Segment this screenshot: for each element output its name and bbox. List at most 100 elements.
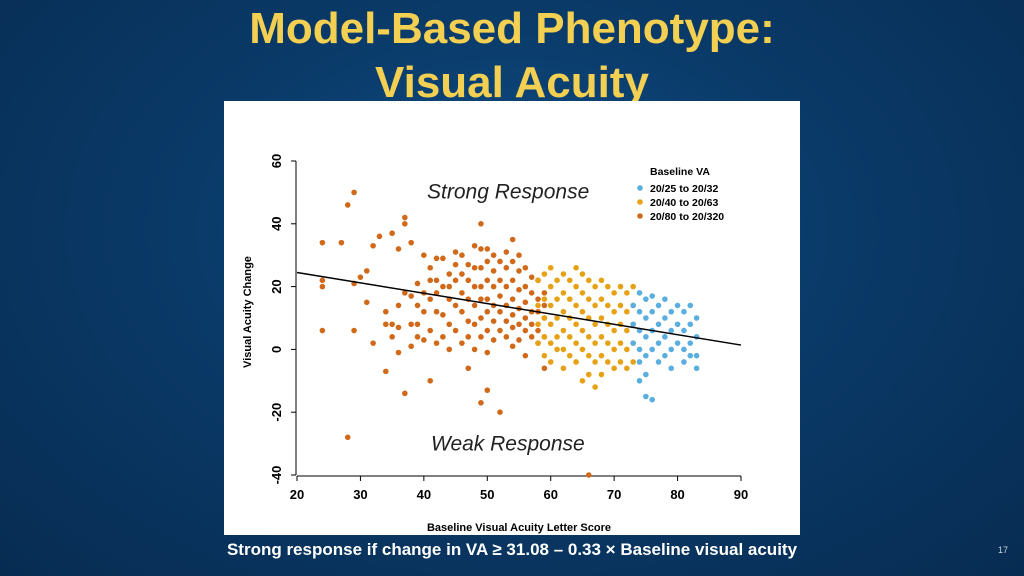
- data-point: [478, 283, 484, 290]
- data-point: [446, 283, 453, 290]
- data-point: [383, 308, 389, 315]
- data-point: [611, 327, 617, 334]
- data-point: [681, 359, 687, 365]
- data-point: [579, 308, 586, 315]
- x-tick-label: 70: [607, 487, 621, 502]
- data-point: [573, 283, 579, 290]
- data-point: [592, 384, 598, 390]
- data-point: [478, 315, 484, 321]
- data-point: [681, 346, 687, 353]
- data-point: [446, 321, 453, 328]
- data-point: [592, 302, 598, 309]
- data-point: [541, 271, 548, 277]
- data-point: [662, 334, 668, 340]
- data-point: [573, 340, 579, 346]
- data-point: [554, 315, 560, 321]
- data-point: [585, 277, 592, 284]
- data-point: [363, 268, 370, 274]
- data-point: [414, 334, 421, 340]
- data-point: [509, 343, 516, 350]
- data-point: [516, 337, 522, 343]
- data-point: [516, 252, 522, 258]
- data-point: [573, 264, 579, 271]
- data-point: [427, 264, 433, 271]
- data-point: [541, 365, 548, 372]
- scatter-chart: 20 30 40 50 60 70 80 90 Baseline Visual Acuity L…: [242, 154, 748, 534]
- data-point: [427, 277, 433, 284]
- data-point: [541, 302, 548, 309]
- data-point: [535, 327, 541, 334]
- data-point: [611, 346, 617, 353]
- weak-response-label: Weak Response: [431, 433, 585, 456]
- data-point: [376, 233, 383, 240]
- data-point: [624, 346, 630, 353]
- data-point: [535, 296, 541, 302]
- chart-labels: Strong Response Weak Response: [427, 180, 589, 455]
- data-point: [509, 296, 516, 302]
- data-point: [655, 321, 662, 328]
- data-point: [465, 318, 472, 324]
- data-point: [503, 264, 510, 271]
- data-point: [592, 283, 598, 290]
- data-point: [674, 340, 681, 346]
- data-point: [478, 296, 484, 302]
- data-point: [370, 242, 376, 249]
- data-point: [554, 346, 560, 353]
- data-point: [471, 302, 478, 309]
- data-point: [490, 337, 497, 343]
- data-point: [611, 365, 617, 372]
- data-point: [427, 296, 433, 302]
- data-point: [357, 274, 364, 280]
- data-point: [421, 337, 427, 343]
- data-point: [465, 334, 472, 340]
- data-point: [681, 327, 687, 334]
- data-point: [541, 315, 548, 321]
- data-point: [421, 308, 427, 315]
- data-point: [414, 280, 421, 287]
- data-point: [389, 334, 395, 340]
- data-point: [509, 324, 516, 331]
- data-point: [598, 315, 605, 321]
- slide-title: Model-Based Phenotype: Visual Acuity: [0, 2, 1024, 110]
- data-point: [446, 271, 453, 277]
- y-tick-label: 20: [269, 279, 284, 293]
- data-point: [440, 255, 446, 262]
- footer-formula: Strong response if change in VA ≥ 31.08 …: [226, 540, 798, 559]
- data-point: [643, 296, 649, 302]
- data-point: [522, 299, 529, 306]
- data-point: [440, 312, 446, 318]
- data-point: [414, 321, 421, 328]
- chart-legend: Baseline VA 20/25 to 20/32 20/40 to 20/63 2…: [637, 166, 724, 223]
- data-point: [433, 277, 440, 284]
- data-point: [693, 315, 700, 321]
- page-number: 17: [997, 545, 1008, 555]
- data-point: [452, 327, 459, 334]
- data-point: [522, 315, 529, 321]
- data-point: [554, 296, 560, 302]
- data-point: [630, 302, 636, 309]
- legend-marker: [637, 213, 643, 219]
- data-point: [459, 290, 465, 296]
- data-point: [440, 334, 446, 340]
- data-point: [383, 368, 389, 375]
- data-point: [598, 352, 605, 359]
- data-point: [433, 290, 440, 296]
- legend-entry-label: 20/25 to 20/32: [650, 183, 718, 195]
- data-point: [522, 264, 529, 271]
- data-point: [687, 352, 694, 359]
- data-point: [630, 283, 636, 290]
- data-point: [471, 321, 478, 328]
- data-point: [528, 274, 535, 280]
- data-point: [662, 315, 668, 321]
- data-point: [585, 472, 592, 478]
- data-point: [471, 346, 478, 353]
- y-tick-label: 60: [269, 154, 284, 168]
- x-tick-label: 90: [734, 487, 748, 502]
- data-point: [402, 290, 408, 296]
- data-point: [503, 318, 510, 324]
- data-point: [370, 340, 376, 346]
- data-point: [605, 283, 611, 290]
- data-point: [497, 258, 503, 265]
- data-point: [560, 290, 567, 296]
- x-tick-label: 30: [353, 487, 367, 502]
